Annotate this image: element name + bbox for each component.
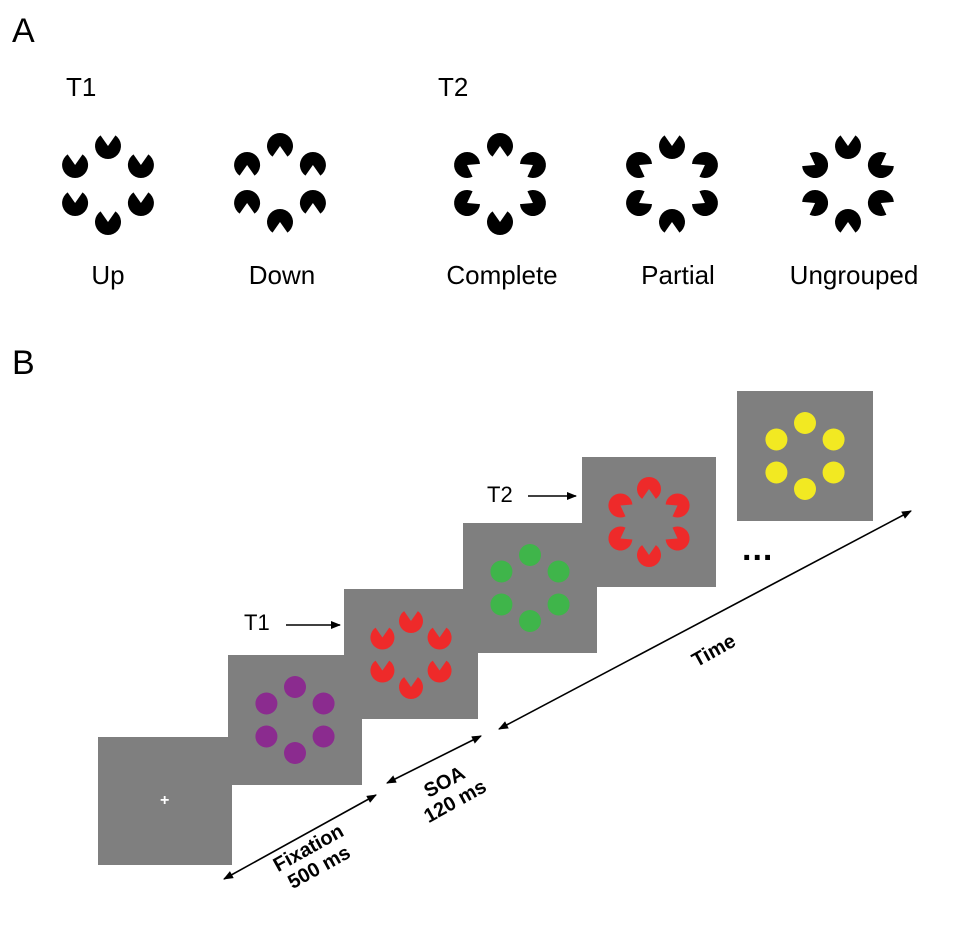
screen-t1 bbox=[344, 589, 478, 719]
disc bbox=[312, 725, 335, 748]
pacman-inducer bbox=[867, 152, 894, 179]
pacman-inducer bbox=[299, 152, 326, 176]
disc bbox=[284, 676, 306, 698]
disc bbox=[255, 692, 278, 715]
condition-label-ungrouped: Ungrouped bbox=[789, 260, 919, 290]
pacman-inducer bbox=[626, 152, 653, 179]
ungrouped-stimulus bbox=[802, 135, 894, 233]
disc bbox=[312, 692, 335, 715]
condition-label-partial: Partial bbox=[641, 260, 715, 290]
pacman-inducer bbox=[399, 677, 423, 700]
fixation-cross: + bbox=[160, 792, 170, 809]
condition-label-down: Down bbox=[248, 260, 316, 290]
pacman-inducer bbox=[835, 209, 861, 233]
disc bbox=[765, 428, 788, 451]
pacman-inducer bbox=[637, 476, 661, 499]
pacman-inducer bbox=[427, 660, 452, 683]
pacman-inducer bbox=[659, 135, 685, 159]
t2-pointer-label: T2 bbox=[487, 482, 513, 507]
pacman-inducer bbox=[454, 189, 481, 216]
disc bbox=[822, 461, 845, 484]
pacman-inducer bbox=[95, 135, 121, 159]
pacman-inducer bbox=[234, 152, 261, 176]
pacman-inducer bbox=[691, 152, 718, 179]
pacman-inducer bbox=[399, 611, 423, 634]
pacman-inducer bbox=[454, 152, 481, 179]
pacman-inducer bbox=[370, 660, 395, 683]
pacman-inducer bbox=[487, 133, 513, 157]
pacman-inducer bbox=[299, 190, 326, 214]
pacman-inducer bbox=[127, 192, 154, 216]
disc bbox=[765, 461, 788, 484]
t1-inducer-ring bbox=[370, 611, 452, 700]
screen-mask-final bbox=[737, 391, 873, 521]
up-stimulus bbox=[62, 135, 154, 235]
pacman-inducer bbox=[835, 135, 861, 159]
pacman-inducer bbox=[519, 189, 546, 216]
disc bbox=[794, 478, 816, 500]
pacman-inducer bbox=[867, 189, 894, 216]
pacman-inducer bbox=[370, 627, 395, 650]
disc bbox=[255, 725, 278, 748]
condition-label-up: Up bbox=[91, 260, 125, 290]
t1-pointer-label: T1 bbox=[244, 610, 270, 635]
disc bbox=[284, 742, 306, 764]
disc bbox=[794, 412, 816, 434]
disc bbox=[822, 428, 845, 451]
pacman-inducer bbox=[802, 189, 829, 216]
screen-premask bbox=[228, 655, 362, 785]
soa-duration-arrow bbox=[386, 735, 482, 784]
pacman-inducer bbox=[267, 209, 293, 233]
pacman-inducer bbox=[62, 154, 89, 178]
pacman-inducer bbox=[659, 209, 685, 233]
fixation-duration-arrow bbox=[223, 794, 377, 880]
time-arrow bbox=[498, 510, 912, 730]
partial-stimulus bbox=[626, 135, 718, 233]
panel-letter-a: A bbox=[12, 12, 35, 50]
condition-label-complete: Complete bbox=[446, 260, 558, 290]
pacman-inducer bbox=[95, 211, 121, 235]
pacman-inducer bbox=[127, 154, 154, 178]
pacman-inducer bbox=[62, 192, 89, 216]
pacman-inducer bbox=[802, 152, 829, 179]
complete-stimulus bbox=[454, 133, 546, 235]
purple-disc-ring bbox=[255, 676, 335, 764]
pacman-inducer bbox=[487, 211, 513, 235]
t2-group-label: T2 bbox=[438, 72, 469, 102]
pacman-inducer bbox=[234, 190, 261, 214]
screen-fixation: + bbox=[98, 737, 232, 865]
pacman-inducer bbox=[519, 152, 546, 179]
yellow-disc-ring bbox=[765, 412, 845, 500]
down-stimulus bbox=[234, 133, 326, 233]
pacman-inducer bbox=[626, 189, 653, 216]
t1-group-label: T1 bbox=[66, 72, 97, 102]
pacman-inducer bbox=[427, 627, 452, 650]
pacman-inducer bbox=[267, 133, 293, 157]
pacman-inducer bbox=[691, 189, 718, 216]
panel-letter-b: B bbox=[12, 344, 35, 382]
